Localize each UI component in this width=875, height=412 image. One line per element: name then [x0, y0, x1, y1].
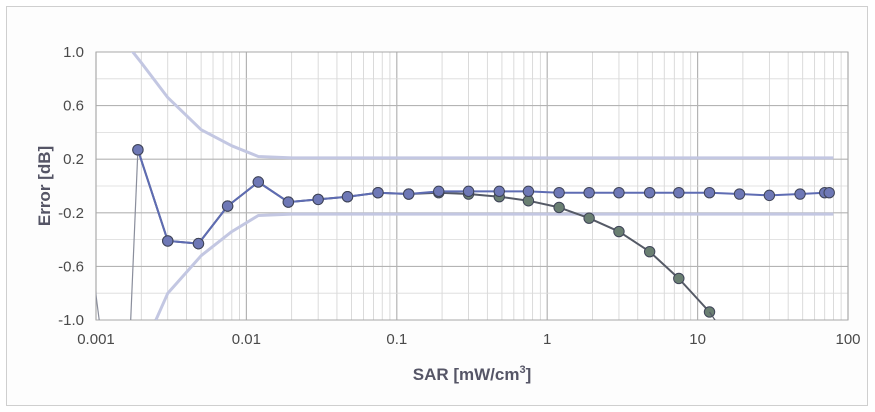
- data-point: [341, 191, 354, 203]
- y-tick-label: -1.0: [58, 312, 84, 329]
- data-point: [132, 144, 144, 156]
- y-tick-label: -0.2: [58, 205, 84, 222]
- data-point: [763, 189, 776, 202]
- data-point: [282, 196, 295, 208]
- data-point: [583, 187, 595, 199]
- data-point: [643, 187, 656, 199]
- data-point: [673, 272, 685, 285]
- series-line-0: [130, 52, 834, 160]
- data-point: [703, 187, 716, 199]
- data-point: [522, 195, 535, 207]
- x-tick-label: 10: [689, 331, 706, 348]
- x-tick-label: 0.1: [386, 331, 407, 348]
- data-point: [522, 185, 535, 198]
- data-point: [252, 176, 265, 188]
- x-tick-label: 0.01: [232, 331, 261, 348]
- data-point: [703, 306, 716, 318]
- data-point: [372, 187, 384, 199]
- data-point: [553, 187, 565, 199]
- data-point: [312, 193, 324, 206]
- data-point: [823, 187, 835, 199]
- x-axis-label: SAR [mW/cm3]: [413, 364, 532, 384]
- y-tick-label: 0.6: [63, 98, 84, 115]
- x-tick-label: 1: [543, 331, 551, 348]
- series-line-3: [130, 149, 139, 320]
- data-point: [493, 185, 505, 198]
- data-point: [553, 201, 565, 214]
- series-group: [96, 52, 835, 320]
- data-point: [462, 185, 475, 198]
- data-point: [583, 212, 595, 224]
- y-tick-label: 0.2: [63, 151, 84, 168]
- y-tick-label: 1.0: [63, 44, 84, 61]
- data-point: [673, 187, 685, 199]
- x-tick-label: 100: [835, 331, 860, 348]
- series-line-1: [154, 212, 834, 320]
- series-line-5: [709, 311, 716, 320]
- series-line-2: [96, 290, 100, 320]
- data-point: [733, 188, 746, 200]
- x-tick-label: 0.001: [77, 331, 115, 348]
- y-tick-label: -0.6: [58, 258, 84, 275]
- data-point: [643, 245, 656, 258]
- plot-border: [95, 51, 849, 321]
- data-point: [162, 235, 174, 247]
- data-point: [192, 237, 205, 250]
- data-point: [794, 188, 806, 200]
- y-axis-label: Error [dB]: [35, 146, 54, 226]
- data-point: [433, 185, 445, 198]
- data-point: [613, 187, 625, 199]
- data-point: [221, 200, 234, 212]
- data-point: [403, 188, 415, 200]
- data-point: [613, 225, 625, 238]
